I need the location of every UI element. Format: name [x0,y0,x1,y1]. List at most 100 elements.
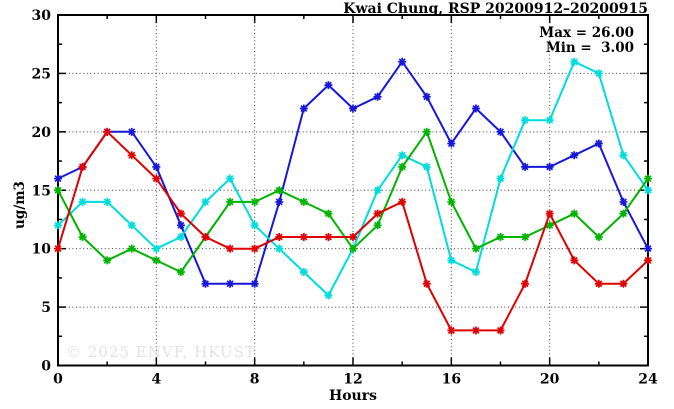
series-cyan-marker [496,174,505,183]
series-red-marker [299,232,308,241]
series-red-marker [545,209,554,218]
series-cyan-marker [103,197,112,206]
series-cyan-marker [619,151,628,160]
series-blue-marker [275,197,284,206]
series-red-marker [496,326,505,335]
series-green-marker [176,268,185,277]
series-green-marker [398,162,407,171]
series-red-marker [422,279,431,288]
series-cyan-marker [644,186,652,195]
series-red-marker [373,209,382,218]
series-blue-marker [619,197,628,206]
series-blue-marker [250,279,259,288]
series-red-marker [398,197,407,206]
series-blue-marker [201,279,210,288]
y-tick-label: 0 [41,359,51,375]
series-blue-marker [373,92,382,101]
series-cyan-marker [275,244,284,253]
series-cyan-marker [201,197,210,206]
max-min-annotation: Max = 26.00 Min = 3.00 [539,26,634,56]
chart-title: Kwai Chung, RSP 20200912–20200915 [343,1,648,17]
series-green-marker [54,186,62,195]
series-blue-marker [471,104,480,113]
series-blue-marker [127,127,136,136]
series-cyan-marker [78,197,87,206]
series-green-marker [545,221,554,230]
series-red-marker [226,244,235,253]
series-red-marker [78,162,87,171]
series-blue-marker [398,57,407,66]
series-green-marker [496,232,505,241]
series-cyan-marker [299,268,308,277]
x-tick-label: 0 [53,372,63,388]
series-cyan-marker [447,256,456,265]
series-blue-marker [152,162,161,171]
series-blue-marker [349,104,357,113]
x-tick-label: 8 [250,372,260,388]
x-axis-title: Hours [328,388,377,404]
series-red-marker [275,232,284,241]
series-green-marker [373,221,382,230]
series-blue-marker [496,127,505,136]
series-red-marker [471,326,480,335]
series-red-marker [619,279,628,288]
series-green-marker [471,244,480,253]
series-green-marker [275,186,284,195]
series-blue-marker [521,162,530,171]
series-green-marker [127,244,136,253]
x-tick-label: 12 [343,372,362,388]
series-green-marker [299,197,308,206]
series-green-marker [152,256,161,265]
series-green-marker [226,197,235,206]
x-tick-label: 16 [442,372,461,388]
series-green-marker [78,232,87,241]
series-blue-marker [54,174,62,183]
min-value-label: Min = 3.00 [545,40,634,56]
series-green-marker [594,232,603,241]
series-cyan-marker [545,116,554,125]
series-red-marker [176,209,185,218]
series-green-marker [422,127,431,136]
series-cyan-marker [373,186,382,195]
series-cyan-marker [152,244,161,253]
y-tick-label: 15 [32,183,51,199]
watermark: © 2025 ENVF, HKUST [66,343,256,361]
series-green-marker [619,209,628,218]
series-red-marker [644,256,652,265]
series-cyan-marker [471,268,480,277]
series-cyan-marker [422,162,431,171]
series-green-marker [644,174,652,183]
series-red-marker [324,232,333,241]
series-blue-marker [299,104,308,113]
series-blue-marker [176,221,185,230]
series-cyan-marker [226,174,235,183]
series-green-marker [570,209,579,218]
series-blue-marker [447,139,456,148]
series-red-marker [447,326,456,335]
y-tick-label: 20 [32,125,52,141]
x-tick-label: 24 [638,372,658,388]
y-tick-label: 25 [32,66,51,82]
series-red-marker [152,174,161,183]
series-red-marker [201,232,210,241]
y-tick-label: 30 [32,8,52,24]
series-blue-marker [570,151,579,160]
series-cyan-marker [250,221,259,230]
series-blue-marker [422,92,431,101]
series-blue-marker [644,244,652,253]
series-red-marker [570,256,579,265]
series-cyan-marker [594,69,603,78]
series-red-marker [54,244,62,253]
series-red-marker [103,127,112,136]
series-red-marker [250,244,259,253]
series-red-marker [349,232,357,241]
series-red-marker [594,279,603,288]
series-cyan-marker [570,57,579,66]
series-red-marker [521,279,530,288]
series-cyan-marker [54,221,62,230]
series-green-marker [521,232,530,241]
x-tick-label: 4 [151,372,161,388]
series-cyan-marker [127,221,136,230]
